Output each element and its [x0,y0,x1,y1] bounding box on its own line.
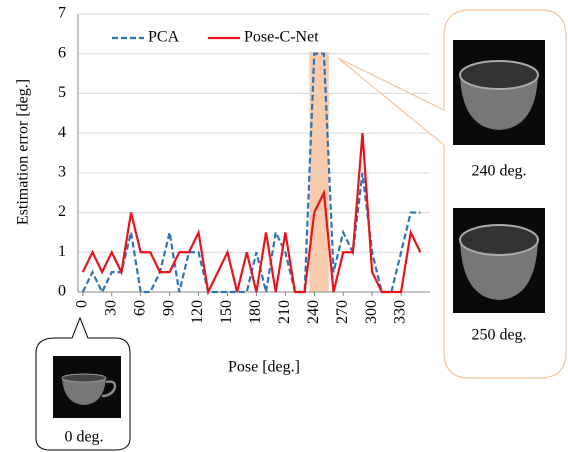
y-tick-label: 2 [58,203,66,220]
series-line [81,133,422,296]
x-tick-label: 150 [218,300,235,324]
x-tick-label: 90 [160,300,177,316]
annotation: 0 deg. [64,429,103,446]
cup-image-250 [453,208,545,313]
x-tick-label: 330 [392,300,409,324]
y-axis-label: Estimation error [deg.] [15,79,32,225]
x-tick-label: 210 [276,300,293,324]
x-axis-label: Pose [deg.] [228,359,300,376]
y-tick-label: 7 [58,5,66,22]
y-tick-label: 1 [58,243,66,260]
x-tick-label: 180 [247,300,264,324]
y-tick-label: 0 [58,283,66,300]
highlight-band [309,52,329,292]
annotation: 240 deg. [471,163,526,180]
y-tick-label: 4 [58,124,66,141]
annotation: 250 deg. [471,327,526,344]
legend-label: Pose-C-Net [244,29,319,46]
legend-label: PCA [148,29,180,46]
y-tick-label: 3 [58,164,66,181]
x-tick-label: 270 [334,300,351,324]
x-tick-label: 120 [189,300,206,324]
cup-image-240 [453,40,545,145]
x-tick-label: 240 [305,300,322,324]
x-tick-label: 300 [363,300,380,324]
x-tick-label: 30 [102,300,119,316]
cup-image-0 [53,356,121,418]
y-tick-label: 5 [58,84,66,101]
x-tick-label: 0 [73,300,90,308]
x-tick-label: 60 [131,300,148,316]
y-tick-label: 6 [58,44,66,61]
